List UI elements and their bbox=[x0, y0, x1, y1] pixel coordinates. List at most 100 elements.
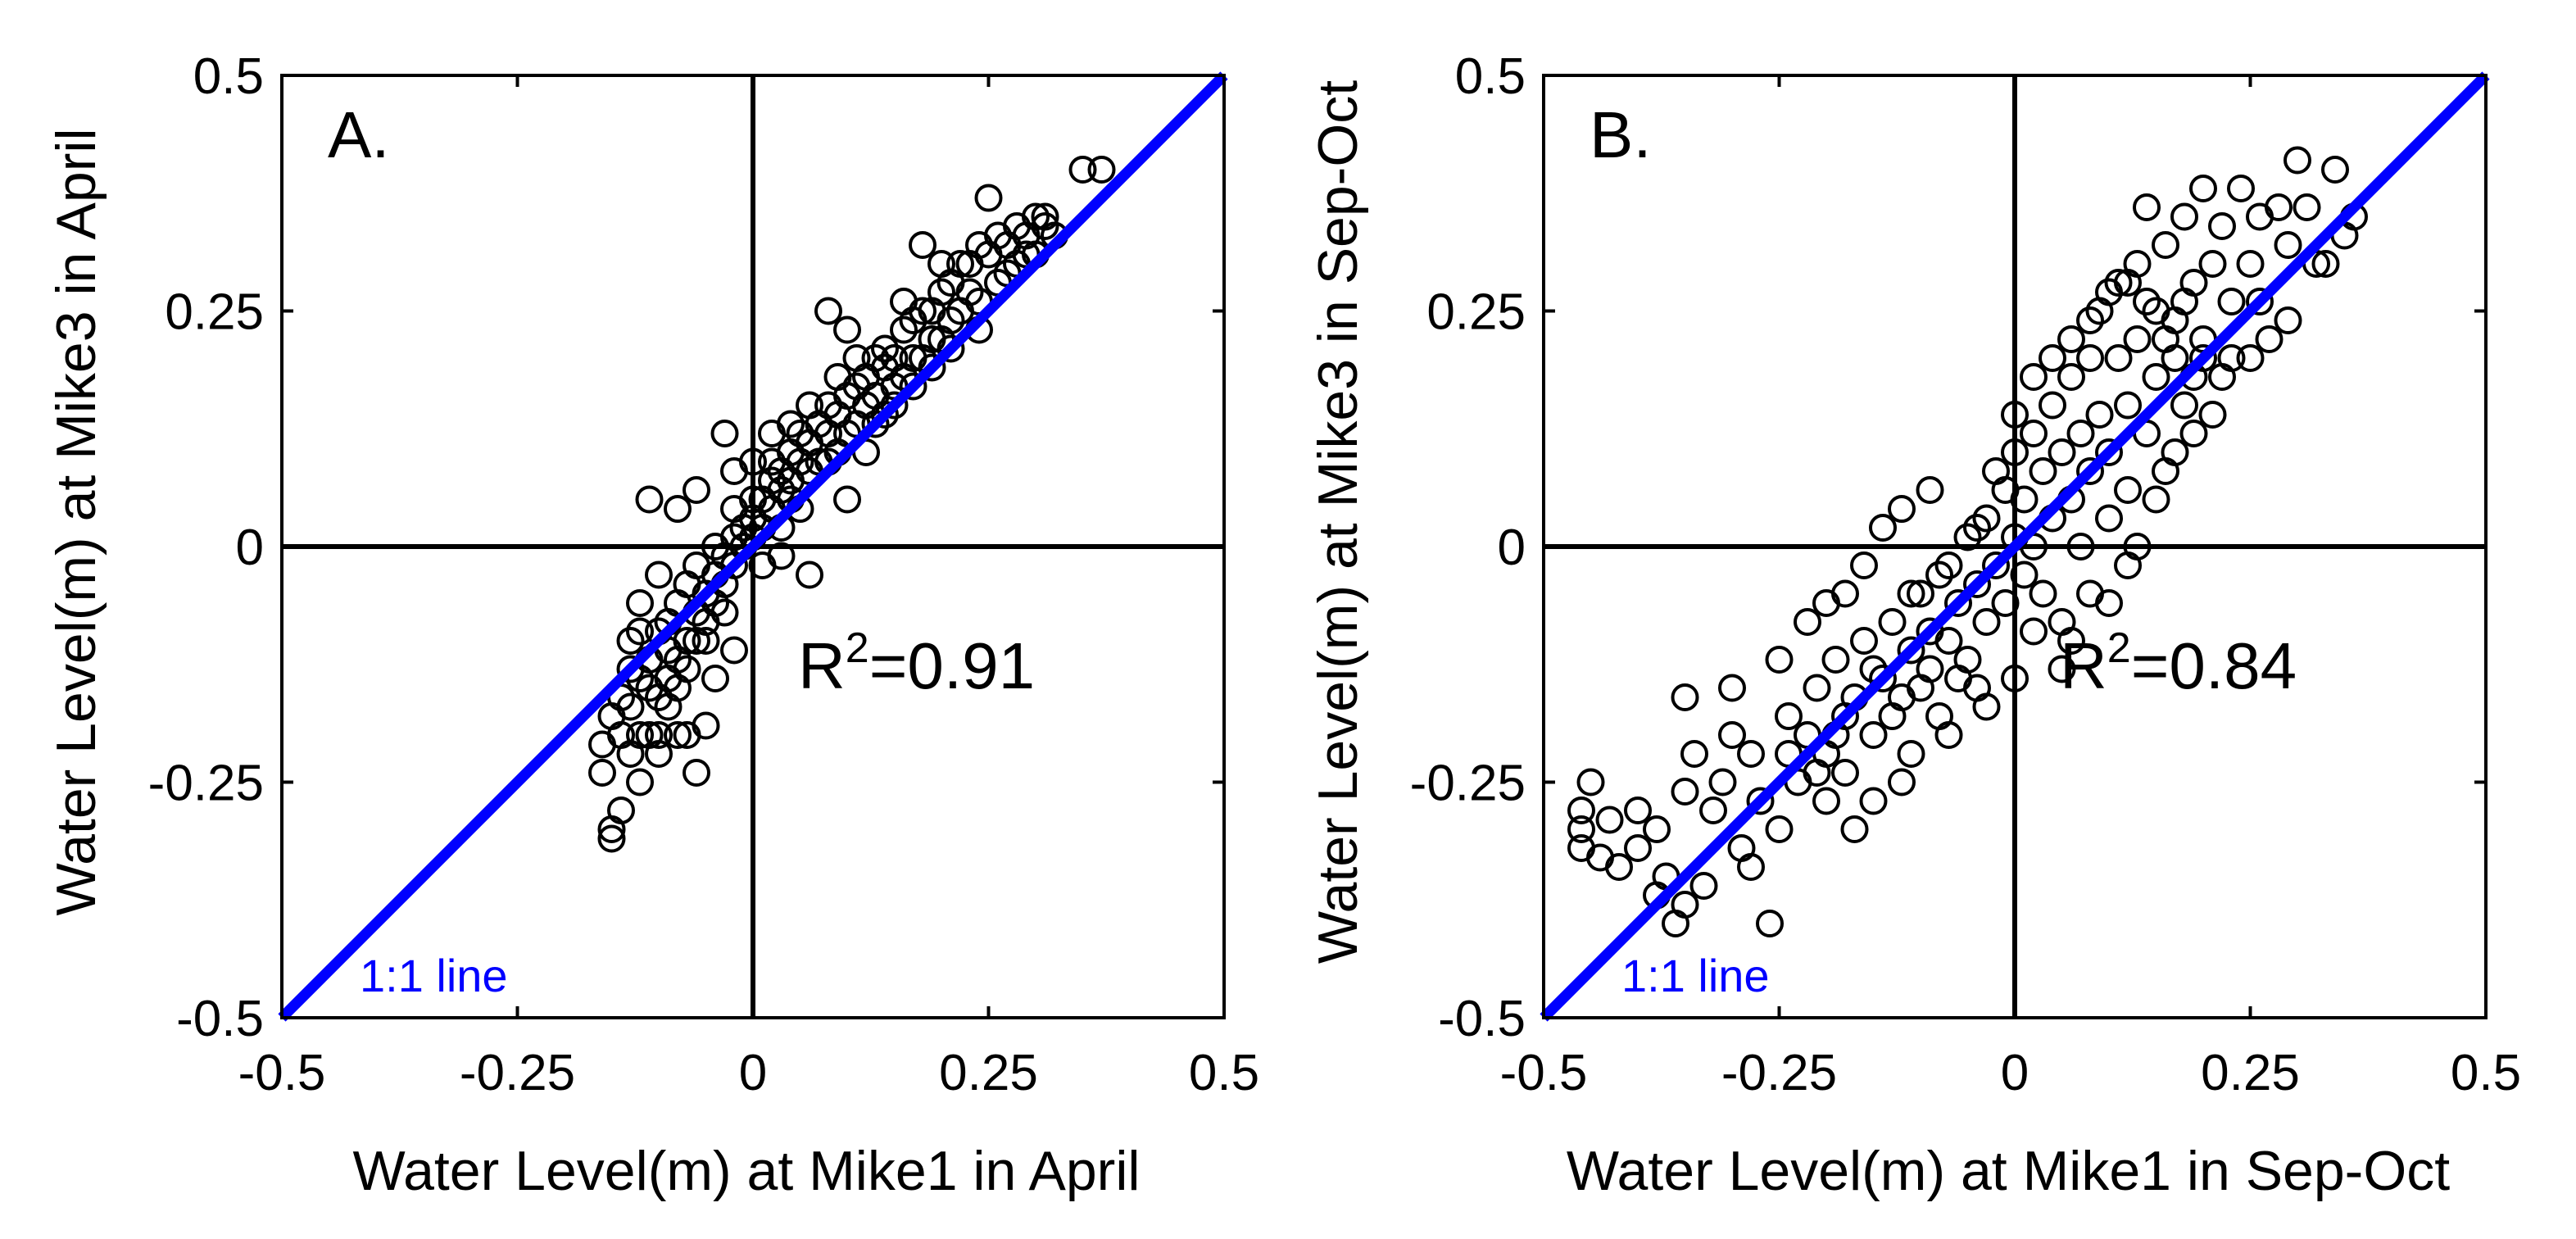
panel-b-scatter-point bbox=[1803, 674, 1831, 702]
panel-b-y-tick-label: -0.25 bbox=[1410, 756, 1526, 812]
panel-b-one-to-one-line bbox=[1540, 71, 2490, 1022]
panel-b-scatter-point bbox=[2246, 288, 2274, 315]
panel-b-scatter-point bbox=[2189, 344, 2217, 372]
panel-b-scatter-point bbox=[1671, 778, 1699, 806]
panel-a-scatter-point bbox=[616, 627, 645, 655]
panel-b-scatter-point bbox=[2236, 344, 2265, 372]
panel-a-scatter-point bbox=[758, 447, 786, 476]
panel-a-scatter-point bbox=[1087, 156, 1116, 184]
panel-b-scatter-point bbox=[2274, 231, 2302, 259]
panel-b-ticks bbox=[1542, 74, 2488, 1019]
panel-a-y-tick-label: 0.25 bbox=[165, 284, 264, 341]
panel-b-scatter-point bbox=[1972, 504, 2001, 533]
panel-a-y-tick-label: 0 bbox=[236, 520, 264, 576]
panel-b-x-tick-label: 0 bbox=[2001, 1045, 2029, 1101]
panel-b-scatter-point bbox=[1850, 551, 1878, 579]
panel-b-r-squared: R2=0.84 bbox=[2060, 624, 2297, 702]
panel-b-scatter-point bbox=[2039, 344, 2066, 372]
panel-b-scatter-point bbox=[1859, 721, 1888, 749]
panel-a-one-to-one-line bbox=[278, 71, 1228, 1022]
panel-b-scatter-point bbox=[2029, 579, 2057, 608]
panel-b-scatter-point bbox=[2227, 175, 2255, 202]
panel-b-scatter-point bbox=[1605, 853, 1633, 881]
panel-a-scatter-point bbox=[899, 372, 927, 401]
panel-b-scatter-point bbox=[2057, 325, 2085, 353]
panel-b-scatter-point bbox=[2076, 344, 2104, 372]
panel-b-scatter-point bbox=[1765, 646, 1794, 674]
panel-b-scatter-point bbox=[1982, 457, 2010, 485]
panel-b-scatter-point bbox=[2095, 438, 2123, 466]
panel-a-r-squared-value: =0.91 bbox=[869, 629, 1035, 702]
panel-a-scatter-point bbox=[588, 759, 616, 787]
panel-b-scatter-point bbox=[1708, 768, 1737, 796]
panel-b-scatter-point bbox=[1859, 787, 1888, 815]
panel-b-scatter-point bbox=[2020, 617, 2048, 646]
panel-b: -0.5 -0.25 0 0.25 0.5 -0.5 -0.25 0 0.25 … bbox=[1307, 48, 2521, 1202]
panel-a-scatter-point bbox=[645, 560, 673, 589]
panel-a-scatter-point bbox=[842, 344, 871, 372]
panel-a-scatter-point bbox=[692, 711, 720, 740]
panel-b-scatter-point bbox=[1878, 702, 1907, 730]
panel-a-scatter-point bbox=[683, 759, 710, 787]
panel-b-scatter-point bbox=[2293, 193, 2321, 221]
panel-a-scatter-point bbox=[767, 476, 796, 504]
panel-b-scatter-point bbox=[2179, 420, 2208, 447]
panel-b-scatter-point bbox=[1982, 551, 2010, 579]
panel-b-scatter-point bbox=[1567, 796, 1595, 824]
panel-a-scatter-point bbox=[758, 466, 786, 495]
panel-a-scatter-point bbox=[710, 420, 739, 447]
panel-b-scatter-point bbox=[1897, 636, 1925, 665]
panel-b-scatter-point bbox=[2114, 391, 2142, 420]
panel-b-scatter-point bbox=[1878, 608, 1907, 636]
panel-b-scatter-point bbox=[1953, 523, 1982, 551]
panel-a-label: A. bbox=[328, 98, 390, 171]
panel-a-x-tick-labels: -0.5 -0.25 0 0.25 0.5 bbox=[238, 1045, 1260, 1101]
panel-b-scatter-point bbox=[1888, 495, 1916, 523]
panel-b-scatter-point bbox=[1888, 768, 1916, 796]
panel-a-scatter-point bbox=[833, 485, 861, 514]
panel-b-scatter-point bbox=[1595, 806, 1624, 834]
panel-b-one-to-one-label: 1:1 line bbox=[1621, 950, 1770, 1001]
panel-b-scatter-point bbox=[2274, 306, 2302, 334]
panel-a-scatter-point bbox=[918, 353, 946, 382]
panel-a-scatter-point bbox=[701, 665, 729, 692]
panel-b-scatter-point bbox=[1944, 665, 1972, 692]
panel-b-scatter-point bbox=[2161, 438, 2189, 466]
panel-b-scatter-point bbox=[2283, 146, 2311, 175]
panel-b-scatter-point bbox=[2095, 504, 2123, 533]
panel-a-scatter-point bbox=[937, 306, 965, 334]
panel-b-scatter-point bbox=[2076, 457, 2104, 485]
panel-b-scatter-point bbox=[2057, 363, 2085, 391]
panel-a-scatter-point bbox=[927, 278, 955, 306]
panel-a-r-squared-prefix: R bbox=[798, 629, 846, 702]
panel-b-scatter-point bbox=[2198, 401, 2227, 429]
panel-b-scatter-point bbox=[2152, 231, 2179, 259]
panel-a-x-axis-label: Water Level(m) at Mike1 in April bbox=[352, 1140, 1140, 1202]
panel-b-scatter-point bbox=[2039, 391, 2066, 420]
panel-a-scatter-point bbox=[1022, 202, 1050, 231]
panel-a-scatter-point bbox=[937, 334, 965, 363]
panel-a-x-tick-label: 0.5 bbox=[1189, 1045, 1259, 1101]
panel-b-scatter-point bbox=[1765, 815, 1794, 843]
panel-b-x-tick-label: -0.25 bbox=[1721, 1045, 1837, 1101]
panel-b-scatter-point bbox=[1671, 891, 1699, 919]
panel-b-scatter-point bbox=[1821, 646, 1850, 674]
panel-b-scatter-point bbox=[2020, 363, 2048, 391]
panel-a-scatter-point bbox=[833, 315, 861, 344]
panel-b-scatter-point bbox=[1737, 740, 1765, 768]
panel-a-ticks bbox=[280, 74, 1226, 1019]
panel-b-scatter-point bbox=[1689, 872, 1718, 900]
panel-b-scatter-point bbox=[2095, 589, 2123, 617]
panel-b-x-axis-label: Water Level(m) at Mike1 in Sep-Oct bbox=[1567, 1140, 2450, 1202]
panel-b-scatter-point bbox=[1756, 910, 1784, 937]
panel-b-y-tick-label: 0.25 bbox=[1426, 284, 1526, 341]
panel-b-y-tick-label: 0.5 bbox=[1455, 48, 1526, 105]
panel-a-scatter-point bbox=[796, 560, 823, 589]
panel-a-scatter-point bbox=[871, 334, 899, 363]
panel-b-scatter-point bbox=[2208, 212, 2236, 240]
panel-b-scatter-point bbox=[1737, 853, 1765, 881]
panel-b-scatter-point bbox=[2085, 401, 2114, 429]
panel-b-scatter-point bbox=[2198, 250, 2227, 278]
panel-b-scatter-point bbox=[1897, 579, 1925, 608]
